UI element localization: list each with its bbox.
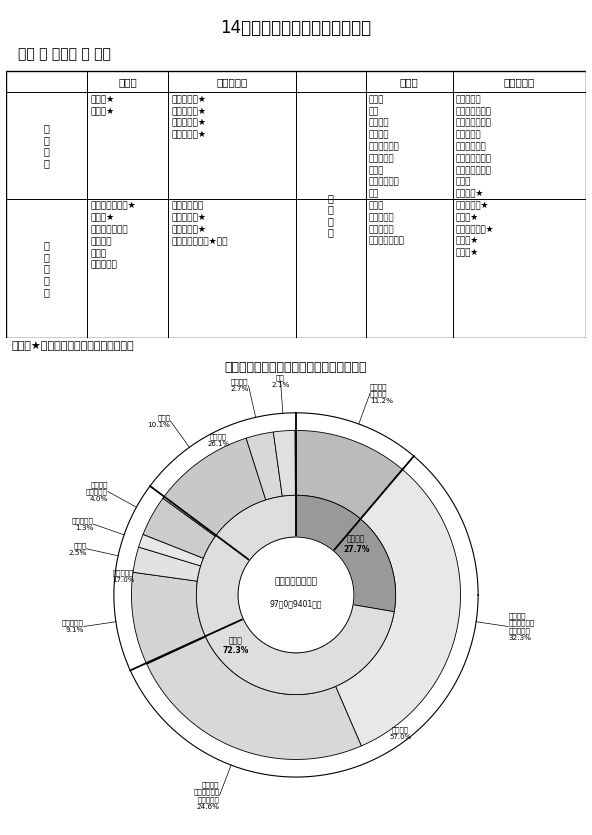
Text: 間接税等
27.7%: 間接税等 27.7%: [343, 534, 369, 554]
Text: （注）★印は直接税、無印は間接税等。: （注）★印は直接税、無印は間接税等。: [12, 341, 134, 351]
Text: 所得税★
法人税★: 所得税★ 法人税★: [90, 95, 114, 116]
Polygon shape: [274, 430, 295, 496]
Text: その他の
消費課税
11.2%: その他の 消費課税 11.2%: [370, 383, 393, 404]
Text: 消費税
10.1%: 消費税 10.1%: [147, 414, 170, 428]
Text: 個人住民税★
個人事業税★
法人住民税★
法人事業税★: 個人住民税★ 個人事業税★ 法人住民税★ 法人事業税★: [171, 95, 206, 139]
Text: 国税 ・ 地方税 の 税目: 国税 ・ 地方税 の 税目: [18, 48, 110, 62]
Polygon shape: [139, 534, 204, 566]
Text: 不動産取得税
固定資産税★
都市計画税★
特別土地保有税★　等: 不動産取得税 固定資産税★ 都市計画税★ 特別土地保有税★ 等: [171, 202, 228, 246]
Text: 国　税: 国 税: [400, 77, 419, 87]
Text: 所
得
課
税: 所 得 課 税: [44, 123, 50, 168]
Text: 地方消費税
道府県たばこ税
市町村たばこ税
軽油引取税
自動車取得税
特別地方消費税
ゴルフ場利用税
入湯税
自動車税★
軽自動車税★
鉱産税★
狩猟者登録税★: 地方消費税 道府県たばこ税 市町村たばこ税 軽油引取税 自動車取得税 特別地方消…: [456, 95, 494, 257]
Polygon shape: [336, 469, 461, 746]
Text: 消費課税
26.1%: 消費課税 26.1%: [207, 433, 230, 447]
Text: 酒税
2.1%: 酒税 2.1%: [271, 374, 289, 387]
Polygon shape: [133, 547, 201, 581]
Text: 地　方　税: 地 方 税: [504, 77, 535, 87]
Polygon shape: [163, 438, 266, 536]
Text: 消
費
課
税: 消 費 課 税: [328, 193, 334, 238]
Polygon shape: [143, 498, 215, 559]
Text: 都市計画税
1.3%: 都市計画税 1.3%: [72, 518, 94, 531]
Text: 所得課税
57.0%: 所得課税 57.0%: [390, 726, 411, 740]
Text: 所得税・
個人住民税・
個人事業税
32.3%: 所得税・ 個人住民税・ 個人事業税 32.3%: [508, 612, 535, 641]
Text: 相続税・贈与税★
地価税★
有価証券取引税
取引所税
印紙税
登録免許税: 相続税・贈与税★ 地価税★ 有価証券取引税 取引所税 印紙税 登録免許税: [90, 202, 136, 270]
Polygon shape: [131, 572, 205, 664]
Text: 相続税
2.5%: 相続税 2.5%: [68, 542, 86, 555]
Text: 固定資産税
9.1%: 固定資産税 9.1%: [62, 620, 84, 633]
Text: 法人税・
法人住民税・
法人事業税
24.6%: 法人税・ 法人住民税・ 法人事業税 24.6%: [193, 781, 220, 810]
Text: 国税・地方税合計: 国税・地方税合計: [275, 578, 317, 586]
Text: 資
産
課
税
等: 資 産 課 税 等: [44, 240, 50, 296]
Circle shape: [238, 537, 354, 653]
Polygon shape: [296, 495, 395, 612]
Text: 国税・地方税の内訳（平成９年度予算額）: 国税・地方税の内訳（平成９年度予算額）: [225, 361, 367, 374]
Text: 地　方　税: 地 方 税: [217, 77, 248, 87]
Polygon shape: [246, 432, 282, 500]
Text: 直接税
72.3%: 直接税 72.3%: [223, 636, 249, 655]
Text: その他の
資産課税等
4.0%: その他の 資産課税等 4.0%: [86, 481, 108, 502]
Polygon shape: [197, 495, 394, 695]
Text: 揮発油税
2.7%: 揮発油税 2.7%: [230, 379, 249, 392]
Text: 消費税
酒税
たばこ税
揮発油税
航空機燃料税
石油ガス税
石油税
自動車重量税
関税
とん税
地方道路税
特別とん税
電源開発促進税: 消費税 酒税 たばこ税 揮発油税 航空機燃料税 石油ガス税 石油税 自動車重量税…: [368, 95, 404, 245]
Text: 14．国税・地方税の税目・内訳: 14．国税・地方税の税目・内訳: [220, 19, 372, 38]
Text: 資産課税等
17.0%: 資産課税等 17.0%: [112, 569, 135, 584]
Polygon shape: [296, 430, 403, 519]
Polygon shape: [147, 637, 361, 760]
Text: 97兆0，9401億円: 97兆0，9401億円: [270, 600, 322, 609]
Text: 国　税: 国 税: [118, 77, 137, 87]
